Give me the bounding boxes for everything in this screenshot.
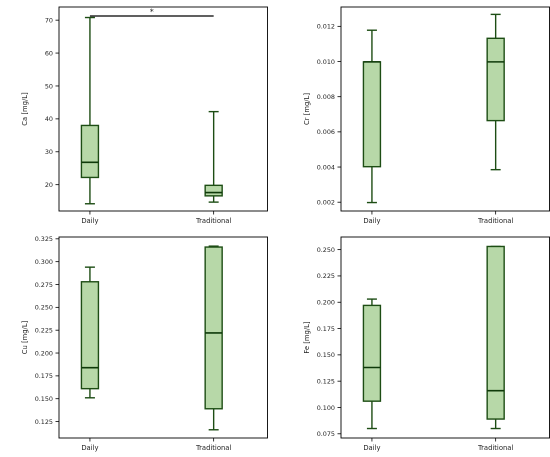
x-tick-label: Daily xyxy=(363,444,380,452)
y-tick-label: 0.075 xyxy=(317,430,335,438)
y-tick-label: 0.010 xyxy=(317,58,335,66)
y-tick-label: 0.002 xyxy=(317,199,335,207)
box-iqr xyxy=(80,124,100,179)
x-tick-label: Daily xyxy=(81,217,98,225)
y-tick-label: 0.300 xyxy=(35,258,53,266)
x-tick-label: Daily xyxy=(363,217,380,225)
chart-panel-1: 20 30 40 50 60 70 Ca [mg/L] Daily Traditional * xyxy=(21,6,268,225)
box-daily xyxy=(362,298,382,430)
box-iqr xyxy=(362,304,382,402)
box-traditional xyxy=(486,245,505,430)
chart-panel-2: 0.002 0.004 0.006 0.008 0.010 0.012 Cr [mg/L] D… xyxy=(303,6,550,225)
x-tick-label: Traditional xyxy=(477,217,513,225)
y-tick-label: 60 xyxy=(45,49,53,57)
box-iqr xyxy=(486,245,505,420)
chart-panel-4: 0.075 0.100 0.125 0.150 0.175 0.200 0.225 0.250… xyxy=(303,236,550,452)
y-axis-label: Cu [mg/L] xyxy=(21,320,29,354)
box-daily xyxy=(362,29,382,204)
box-iqr xyxy=(204,246,223,410)
y-tick-label: 40 xyxy=(45,115,53,123)
box-iqr xyxy=(362,61,382,168)
box-iqr xyxy=(486,37,505,122)
y-axis-label: Ca [mg/L] xyxy=(21,92,29,126)
y-tick-label: 0.225 xyxy=(35,326,53,334)
y-tick-label: 0.012 xyxy=(317,23,335,31)
y-tick-label: 0.225 xyxy=(317,272,335,280)
significance-label: * xyxy=(150,8,154,17)
y-axis-label: Fe [mg/L] xyxy=(303,321,311,354)
y-tick-label: 0.150 xyxy=(317,351,335,359)
y-tick-label: 0.008 xyxy=(317,93,335,101)
box-traditional xyxy=(204,110,223,203)
plot-frame xyxy=(58,6,268,212)
box-traditional xyxy=(486,13,505,171)
y-tick-label: 0.325 xyxy=(35,235,53,243)
y-tick-label: 0.004 xyxy=(317,163,335,171)
y-tick-label: 30 xyxy=(45,148,53,156)
y-tick-label: 20 xyxy=(45,181,53,189)
plot-frame xyxy=(58,236,268,439)
box-iqr xyxy=(204,184,223,197)
box-traditional xyxy=(204,245,223,431)
x-tick-label: Traditional xyxy=(195,444,231,452)
y-tick-label: 0.125 xyxy=(317,377,335,385)
x-tick-label: Traditional xyxy=(195,217,231,225)
y-tick-label: 0.200 xyxy=(35,349,53,357)
y-axis-label: Cr [mg/L] xyxy=(303,93,311,125)
chart-panel-3: 0.125 0.150 0.175 0.200 0.225 0.250 0.275 0.300… xyxy=(21,235,268,452)
x-tick-label: Daily xyxy=(81,444,98,452)
y-tick-label: 0.250 xyxy=(317,246,335,254)
y-tick-label: 0.100 xyxy=(317,404,335,412)
y-tick-label: 0.125 xyxy=(35,418,53,426)
y-tick-label: 0.175 xyxy=(35,372,53,380)
y-tick-label: 0.250 xyxy=(35,304,53,312)
y-tick-label: 70 xyxy=(45,16,53,24)
y-tick-label: 0.275 xyxy=(35,281,53,289)
y-tick-label: 0.150 xyxy=(35,395,53,403)
box-iqr xyxy=(80,281,100,390)
box-daily xyxy=(80,16,100,205)
y-tick-label: 0.006 xyxy=(317,128,335,136)
x-tick-label: Traditional xyxy=(477,444,513,452)
y-tick-label: 50 xyxy=(45,82,53,90)
y-tick-label: 0.200 xyxy=(317,299,335,307)
box-daily xyxy=(80,266,100,399)
y-tick-label: 0.175 xyxy=(317,325,335,333)
